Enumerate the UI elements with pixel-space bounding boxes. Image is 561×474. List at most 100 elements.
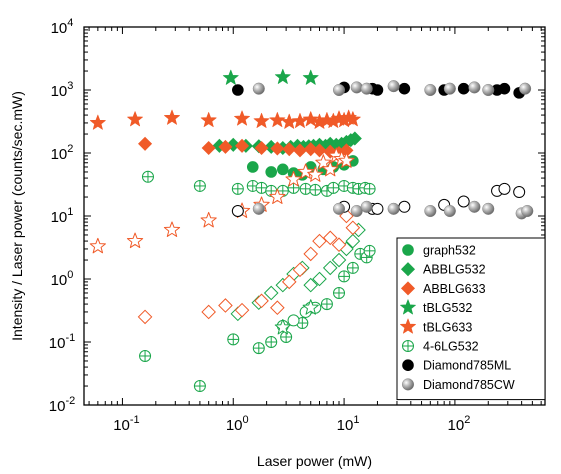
legend-marker xyxy=(400,299,416,315)
data-point xyxy=(254,293,269,309)
data-point xyxy=(281,113,298,129)
data-point xyxy=(312,271,327,287)
data-point xyxy=(333,286,346,299)
legend: graph532 ABBLG532 ABBLG633 tBLG532 tBLG633 4-… xyxy=(396,237,546,401)
data-point xyxy=(287,314,300,327)
data-point xyxy=(139,349,152,362)
x-tick-label: 102 xyxy=(448,414,471,434)
data-point xyxy=(398,82,411,95)
data-point xyxy=(360,200,373,213)
data-point xyxy=(363,244,376,257)
data-point xyxy=(331,237,347,253)
data-point xyxy=(292,262,308,278)
data-point xyxy=(521,205,534,218)
data-point xyxy=(303,277,319,293)
data-point xyxy=(322,230,338,246)
x-tick-label: 10-1 xyxy=(113,414,139,434)
data-point xyxy=(137,309,153,325)
data-point xyxy=(307,166,324,182)
data-point xyxy=(277,163,289,176)
data-point xyxy=(345,233,361,249)
series-Diamond785CW xyxy=(252,80,532,96)
data-point xyxy=(443,205,456,218)
data-point xyxy=(292,143,308,158)
data-point xyxy=(126,232,144,249)
data-point xyxy=(344,111,361,127)
data-point xyxy=(468,81,481,94)
legend-label: ABBLG633 xyxy=(423,282,486,296)
legend-box xyxy=(396,237,546,401)
data-point xyxy=(443,82,456,95)
data-point xyxy=(164,109,180,125)
data-point xyxy=(315,154,332,170)
data-point xyxy=(218,139,233,154)
data-point xyxy=(371,84,384,96)
data-point xyxy=(322,160,339,177)
data-point xyxy=(246,161,259,173)
data-point xyxy=(331,252,347,268)
data-point xyxy=(265,166,278,178)
data-point xyxy=(227,333,240,346)
data-point xyxy=(320,298,333,311)
data-point xyxy=(498,182,511,195)
data-point xyxy=(302,69,319,85)
data-point xyxy=(193,380,206,393)
y-tick-label: 104 xyxy=(51,17,74,37)
data-point xyxy=(347,131,362,146)
data-point xyxy=(519,82,532,95)
data-point xyxy=(360,82,373,95)
data-point xyxy=(312,143,327,158)
series-4-6LG532 xyxy=(141,170,376,197)
data-point xyxy=(201,140,216,156)
data-point xyxy=(269,188,286,205)
data-point xyxy=(303,142,318,157)
data-point xyxy=(424,205,437,218)
data-point xyxy=(457,195,470,208)
legend-label: Diamond785CW xyxy=(423,378,515,392)
data-point xyxy=(285,170,302,187)
data-point xyxy=(346,261,359,274)
x-axis-title: Laser power (mW) xyxy=(257,453,372,469)
data-point xyxy=(163,221,181,237)
data-point xyxy=(231,205,244,218)
data-point xyxy=(327,181,340,194)
y-tick-label: 100 xyxy=(51,269,74,289)
legend-label: tBLG532 xyxy=(423,301,472,315)
y-tick-label: 10-2 xyxy=(49,395,75,415)
series-tBLG633 xyxy=(89,109,361,130)
data-point xyxy=(193,179,206,192)
legend-label: 4-6LG532 xyxy=(423,340,479,354)
data-point xyxy=(297,163,314,179)
data-point xyxy=(235,138,250,153)
data-point xyxy=(312,233,327,249)
y-axis-title: Intensity / Laser power (counts/sec.mW) xyxy=(9,91,25,341)
data-point xyxy=(302,299,319,315)
data-point xyxy=(232,84,244,96)
data-point xyxy=(234,302,250,318)
legend-marker xyxy=(402,378,415,391)
data-point xyxy=(263,285,279,301)
legend-marker xyxy=(400,281,416,296)
legend-marker xyxy=(400,318,416,334)
data-point xyxy=(138,136,153,151)
data-point xyxy=(498,82,511,95)
data-point xyxy=(200,211,217,228)
data-point xyxy=(274,318,291,335)
legend-label: ABBLG532 xyxy=(423,263,486,277)
series-unlabeled-10 xyxy=(274,299,319,335)
data-point xyxy=(253,112,270,128)
y-tick-label: 103 xyxy=(51,80,74,100)
y-tick-label: 10-1 xyxy=(49,332,75,352)
series-Diamond785ML xyxy=(232,81,525,99)
data-point xyxy=(513,186,526,199)
legend-label: graph532 xyxy=(423,244,476,258)
data-point xyxy=(398,200,411,213)
data-point xyxy=(252,82,265,95)
data-point xyxy=(201,304,216,320)
data-point xyxy=(254,140,269,156)
data-point xyxy=(282,142,297,157)
data-point xyxy=(363,182,376,195)
data-point xyxy=(252,202,265,215)
data-point xyxy=(269,112,286,128)
